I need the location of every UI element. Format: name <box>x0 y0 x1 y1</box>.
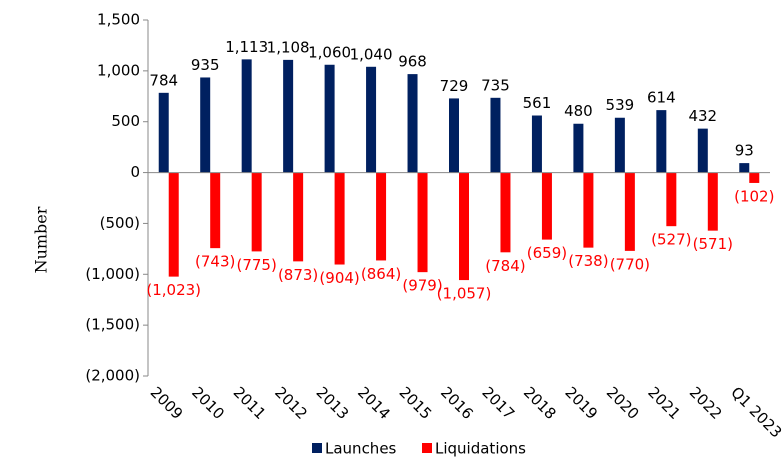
value-label: (784) <box>485 257 525 275</box>
x-tick-label: 2013 <box>313 383 353 423</box>
value-label: (904) <box>319 269 359 287</box>
x-tick-label: 2010 <box>188 383 228 423</box>
y-tick-label: 0 <box>130 163 140 181</box>
value-label: (864) <box>361 265 401 283</box>
legend-swatch <box>312 443 322 453</box>
value-label: 1,040 <box>350 45 393 63</box>
bar <box>707 172 718 231</box>
value-label: (770) <box>610 255 650 273</box>
bar <box>739 163 750 173</box>
value-label: 432 <box>688 107 717 125</box>
bar <box>666 172 677 227</box>
value-label: (738) <box>568 252 608 270</box>
x-tick-label: 2019 <box>561 383 601 423</box>
bar <box>614 117 625 173</box>
bar <box>366 66 377 173</box>
x-tick-label: 2021 <box>644 383 684 423</box>
legend-label: Launches <box>325 440 397 458</box>
bar <box>376 172 387 261</box>
value-label: (873) <box>278 266 318 284</box>
value-label: (743) <box>195 253 235 271</box>
bar <box>459 172 469 281</box>
value-label: 968 <box>398 53 427 71</box>
value-label: 729 <box>440 77 469 95</box>
bar <box>407 74 418 173</box>
bar <box>283 59 294 173</box>
x-tick-label: 2016 <box>437 383 477 423</box>
bar <box>697 128 708 173</box>
bar <box>624 172 635 251</box>
value-label: 93 <box>735 142 754 160</box>
value-label: 1,113 <box>225 38 268 56</box>
bar <box>573 123 584 173</box>
bar <box>293 172 304 262</box>
value-label: (571) <box>693 235 733 253</box>
value-label: 735 <box>481 76 510 94</box>
y-tick-label: 1,000 <box>97 61 140 79</box>
x-tick-label: 2017 <box>478 383 518 423</box>
x-tick-label: 2014 <box>354 383 394 423</box>
y-tick-label: (2,000) <box>85 367 140 385</box>
value-label: (102) <box>734 187 774 205</box>
y-tick-label: (1,500) <box>85 316 140 334</box>
bar <box>541 172 552 240</box>
value-label: 1,060 <box>308 43 351 61</box>
value-label: 480 <box>564 102 593 120</box>
bar <box>158 92 169 173</box>
value-label: 1,108 <box>267 38 310 56</box>
bar <box>656 110 667 173</box>
value-label: (979) <box>402 277 442 295</box>
x-tick-label: 2011 <box>230 383 270 423</box>
legend-label: Liquidations <box>435 440 526 458</box>
value-label: 935 <box>191 56 220 74</box>
y-tick-label: 1,500 <box>97 11 140 29</box>
y-tick-label: (1,000) <box>85 265 140 283</box>
value-label: (527) <box>651 231 691 249</box>
bar <box>200 77 211 173</box>
value-label: (775) <box>236 256 276 274</box>
bar <box>490 97 501 173</box>
bar <box>241 59 252 173</box>
x-tick-label: 2018 <box>520 383 560 423</box>
value-label: 784 <box>149 71 178 89</box>
bar <box>417 172 428 273</box>
value-label: (659) <box>527 244 567 262</box>
bar <box>334 172 345 265</box>
value-label: (1,057) <box>437 285 492 303</box>
y-tick-label: (500) <box>100 214 140 232</box>
x-tick-label: 2020 <box>603 383 643 423</box>
bar <box>168 172 179 277</box>
bar <box>251 172 262 252</box>
x-tick-label: 2015 <box>396 383 436 423</box>
value-label: 539 <box>606 96 635 114</box>
bar <box>449 98 459 173</box>
value-label: 614 <box>647 89 676 107</box>
bar <box>583 172 594 248</box>
bar <box>749 172 760 183</box>
y-tick-label: 500 <box>111 112 140 130</box>
x-tick-label: 2022 <box>686 383 726 423</box>
bar <box>500 172 511 253</box>
x-tick-label: Q1 2023 <box>727 383 783 441</box>
legend-swatch <box>422 443 432 453</box>
bar <box>531 115 542 173</box>
value-label: (1,023) <box>146 281 201 299</box>
y-axis-title: Number <box>32 206 51 273</box>
value-label: 561 <box>523 94 552 112</box>
bar <box>210 172 221 249</box>
x-tick-label: 2009 <box>147 383 187 423</box>
x-tick-label: 2012 <box>271 383 311 423</box>
bar <box>324 64 335 173</box>
